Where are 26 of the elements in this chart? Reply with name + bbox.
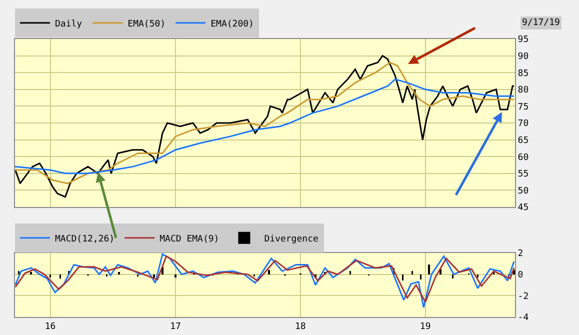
y-tick-label: 80	[518, 86, 529, 96]
y-tick-label: 70	[518, 119, 529, 130]
x-tick-label: 17	[170, 322, 181, 332]
y-tick-label: 60	[518, 152, 529, 163]
legend-label: Daily	[55, 19, 83, 30]
legend-label: MACD EMA(9)	[160, 234, 220, 244]
x-tick-label: 19	[420, 322, 431, 332]
y-tick-label: 50	[518, 186, 529, 196]
y-tick-label: 0	[518, 270, 524, 280]
y-tick-label: 95	[518, 35, 529, 46]
legend-label: EMA(200)	[210, 19, 254, 30]
y-tick-label: 90	[518, 52, 529, 62]
y-tick-label: 65	[518, 136, 529, 146]
y-tick-label: 2	[518, 249, 524, 260]
y-tick-label: -4	[518, 313, 529, 324]
y-tick-label: 55	[518, 170, 529, 180]
legend-label: EMA(50)	[128, 19, 166, 30]
x-tick-label: 16	[44, 322, 56, 332]
y-tick-label: 85	[518, 68, 529, 79]
y-tick-label: -2	[518, 292, 529, 302]
legend-label: Divergence	[264, 234, 318, 244]
text: 9/17/19	[522, 18, 560, 28]
y-tick-label: 45	[518, 203, 529, 214]
x-tick-label: 18	[295, 322, 306, 332]
y-tick-label: 75	[518, 102, 529, 112]
legend-label: MACD(12,26)	[55, 234, 115, 244]
